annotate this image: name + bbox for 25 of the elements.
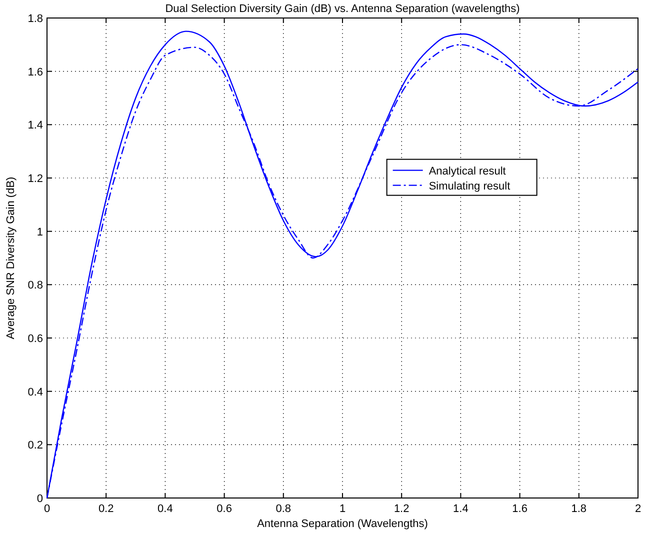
y-tick-label: 0.4 <box>28 386 43 398</box>
legend-label: Analytical result <box>428 165 506 178</box>
y-tick-label: 0.2 <box>28 440 43 452</box>
y-tick-label: 0.6 <box>28 333 43 345</box>
x-tick-label: 1.2 <box>394 503 410 515</box>
y-tick-label: 1.2 <box>28 173 43 185</box>
chart-title: Dual Selection Diversity Gain (dB) vs. Antenna Separation (wavelengths) <box>165 3 520 15</box>
y-tick-label: 1.6 <box>28 66 43 78</box>
x-tick-label: 0.4 <box>158 503 173 515</box>
y-tick-label: 1.8 <box>28 13 43 25</box>
legend-label: Simulating result <box>428 180 510 192</box>
x-tick-label: 2 <box>634 503 642 515</box>
x-tick-label: 0.6 <box>216 503 232 515</box>
y-tick-label: 1 <box>36 226 43 238</box>
x-tick-label: 0.8 <box>276 503 292 515</box>
y-tick-label: 1.4 <box>28 120 43 132</box>
x-tick-label: 1 <box>339 503 346 515</box>
x-axis-title: Antenna Separation (Wavelengths) <box>257 518 428 530</box>
x-tick-label: 1.6 <box>512 503 528 515</box>
x-tick-label: 0.2 <box>98 503 114 515</box>
y-axis-title: Average SNR Diversity Gain (dB) <box>5 176 17 340</box>
x-tick-label: 1.8 <box>571 503 587 515</box>
x-tick-label: 1.4 <box>453 503 468 515</box>
y-tick-label: 0.8 <box>28 280 43 292</box>
y-tick-label: 0 <box>36 493 43 505</box>
